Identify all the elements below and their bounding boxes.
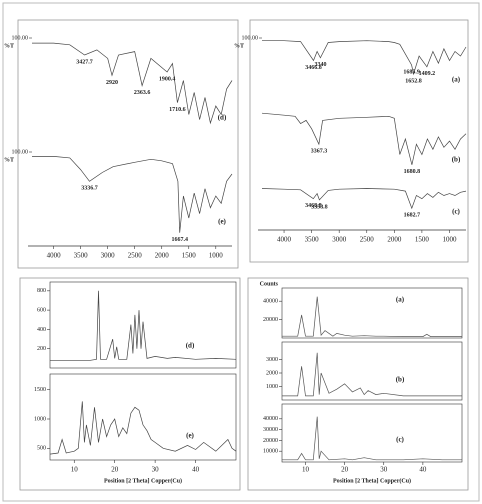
x-tick-label: 30 xyxy=(380,466,388,474)
y-tick-label: 10000 xyxy=(263,449,278,455)
peak-label: 3340 xyxy=(314,62,326,68)
peak-label: 1682.7 xyxy=(404,213,421,219)
y-tick-label: 200 xyxy=(37,346,46,352)
subplot-frame xyxy=(281,287,463,339)
x-tick-label: 40 xyxy=(192,466,200,474)
peak-label: 3468.8 xyxy=(305,203,322,209)
peak-label: 2920 xyxy=(106,80,118,86)
x-tick-label: 3000 xyxy=(332,236,347,244)
x-tick-label: 1000 xyxy=(209,252,224,260)
x-tick-label: 1500 xyxy=(182,252,197,260)
series-label: (a) xyxy=(396,296,405,304)
subplot-frame xyxy=(281,403,463,463)
spectrum-line xyxy=(282,296,462,337)
panel-ftir-left xyxy=(17,19,239,269)
x-axis-label: Position [2 Theta] Copper(Cu) xyxy=(104,477,182,484)
spectrum-line xyxy=(32,42,233,125)
series-label: (e) xyxy=(186,432,194,440)
series-label: (a) xyxy=(452,76,461,84)
y-tick-label: 1500 xyxy=(34,387,46,393)
peak-label: 3358.8 xyxy=(311,204,328,210)
subplot-frame xyxy=(49,373,237,461)
peak-label: 3367.3 xyxy=(311,149,328,155)
y-tick-label: 400 xyxy=(37,327,46,333)
y-tick-label: 20000 xyxy=(263,438,278,444)
spectrum-line xyxy=(261,112,467,165)
x-tick-label: 20 xyxy=(341,466,349,474)
series-label: (b) xyxy=(452,156,461,164)
panel-xrd-left xyxy=(19,277,241,491)
peak-label: 1667.4 xyxy=(171,237,188,243)
panel-ftir-right xyxy=(249,19,469,263)
x-tick-label: 2000 xyxy=(387,236,402,244)
x-tick-label: 10 xyxy=(71,466,79,474)
x-axis-label: Position [2 Theta] Copper(Cu) xyxy=(333,477,411,484)
x-tick-label: 1500 xyxy=(415,236,430,244)
x-tick-label: 2000 xyxy=(155,252,170,260)
x-tick-label: 3500 xyxy=(74,252,89,260)
series-label: (c) xyxy=(452,208,460,216)
y-tick-label: 800 xyxy=(37,288,46,294)
y-tick-label: 3000 xyxy=(266,357,278,363)
peak-label: 3427.7 xyxy=(76,59,93,65)
x-tick-label: 10 xyxy=(302,466,310,474)
x-tick-label: 3500 xyxy=(305,236,320,244)
y-tick-label: 100.00 xyxy=(12,149,29,155)
y-tick-label: 2000 xyxy=(266,370,278,376)
peak-label: 1685.9 xyxy=(403,69,420,75)
series-label: (c) xyxy=(396,436,404,444)
y-axis-label: %T xyxy=(234,43,244,49)
peak-label: 1680.8 xyxy=(404,169,421,175)
x-tick-label: 2500 xyxy=(128,252,143,260)
peak-label: 1409.2 xyxy=(419,71,436,77)
y-tick-label: 100.00 xyxy=(242,35,259,41)
series-label: (d) xyxy=(218,114,227,122)
peak-label: 3466.8 xyxy=(305,65,322,71)
spectrum-line xyxy=(32,156,233,233)
x-tick-label: 1000 xyxy=(442,236,457,244)
x-tick-label: 4000 xyxy=(277,236,292,244)
spectrum-line xyxy=(261,188,467,210)
spectrum-line xyxy=(49,401,237,455)
x-tick-label: 30 xyxy=(152,466,160,474)
peak-label: 1710.6 xyxy=(169,107,186,113)
subplot-frame xyxy=(281,341,463,401)
x-tick-label: 20 xyxy=(111,466,119,474)
peak-label: 2363.6 xyxy=(134,90,151,96)
series-label: (b) xyxy=(396,376,405,384)
spectrum-line xyxy=(50,290,237,361)
spectrum-line xyxy=(282,416,462,461)
peak-label: 3336.7 xyxy=(81,186,98,192)
spectrum-line xyxy=(282,352,462,397)
y-tick-label: 30000 xyxy=(263,427,278,433)
y-tick-label: 1000 xyxy=(266,384,278,390)
series-label: (d) xyxy=(186,342,195,350)
y-tick-label: 100.00 xyxy=(12,35,29,41)
y-tick-label: 40000 xyxy=(263,416,278,422)
x-tick-label: 40 xyxy=(419,466,427,474)
x-tick-label: 4000 xyxy=(47,252,62,260)
y-axis-label: %T xyxy=(4,43,14,49)
peak-label: 1900.4 xyxy=(159,76,176,82)
y-tick-label: 500 xyxy=(37,446,46,452)
peak-label: 1652.8 xyxy=(405,78,422,84)
y-tick-label: 20000 xyxy=(263,317,278,323)
y-tick-label: 40000 xyxy=(263,299,278,305)
panel-xrd-right xyxy=(247,277,469,491)
subplot-frame xyxy=(49,281,237,369)
y-tick-label: 1000 xyxy=(34,416,46,422)
y-axis-label: Counts xyxy=(260,281,279,287)
x-tick-label: 3000 xyxy=(101,252,116,260)
x-tick-label: 2500 xyxy=(360,236,375,244)
y-axis-label: %T xyxy=(4,157,14,163)
spectrum-line xyxy=(262,40,467,76)
series-label: (e) xyxy=(218,218,226,226)
y-tick-label: 600 xyxy=(37,307,46,313)
